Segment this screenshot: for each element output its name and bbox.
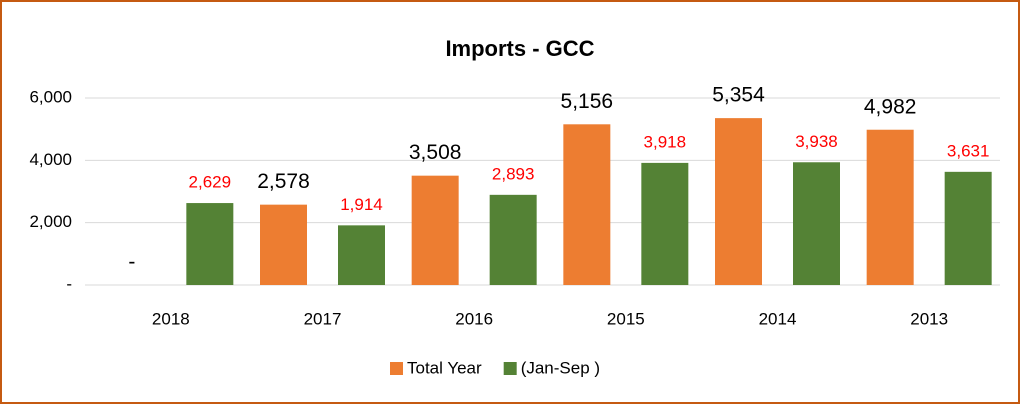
value-label: 3,508	[409, 141, 462, 164]
x-tick-label: 2015	[607, 309, 645, 328]
value-label: 2,629	[189, 173, 232, 192]
bar	[338, 225, 385, 285]
x-tick-label: 2017	[304, 309, 342, 328]
x-tick-label: 2014	[759, 309, 797, 328]
value-label: 3,938	[795, 132, 838, 151]
legend-swatch	[503, 362, 517, 375]
bar	[793, 162, 840, 285]
chart-title: Imports - GCC	[445, 36, 594, 61]
bar	[944, 171, 992, 285]
value-label: 5,354	[712, 84, 765, 107]
value-label: 2,578	[257, 170, 310, 193]
legend-label: Total Year	[407, 358, 482, 377]
bar	[715, 118, 762, 285]
bar	[260, 204, 307, 285]
value-label: 1,914	[340, 195, 383, 214]
value-label: 4,982	[864, 95, 917, 118]
bar	[563, 124, 611, 286]
bar	[489, 194, 537, 285]
bar	[866, 129, 914, 285]
x-tick-label: 2016	[455, 309, 493, 328]
bar	[641, 162, 689, 285]
value-label: -	[128, 251, 135, 274]
bar	[411, 175, 459, 285]
legend-swatch	[390, 362, 403, 375]
value-label: 3,918	[644, 132, 687, 151]
x-tick-label: 2018	[152, 309, 190, 328]
y-tick-label: -	[66, 274, 72, 293]
y-tick-label: 4,000	[29, 150, 72, 169]
y-tick-label: 2,000	[29, 212, 72, 231]
legend-label: (Jan-Sep )	[521, 358, 600, 377]
value-label: 5,156	[561, 90, 614, 113]
bar	[186, 203, 234, 285]
value-label: 3,631	[947, 141, 990, 160]
y-tick-label: 6,000	[29, 87, 72, 106]
value-label: 2,893	[492, 164, 535, 183]
x-tick-label: 2013	[910, 309, 948, 328]
